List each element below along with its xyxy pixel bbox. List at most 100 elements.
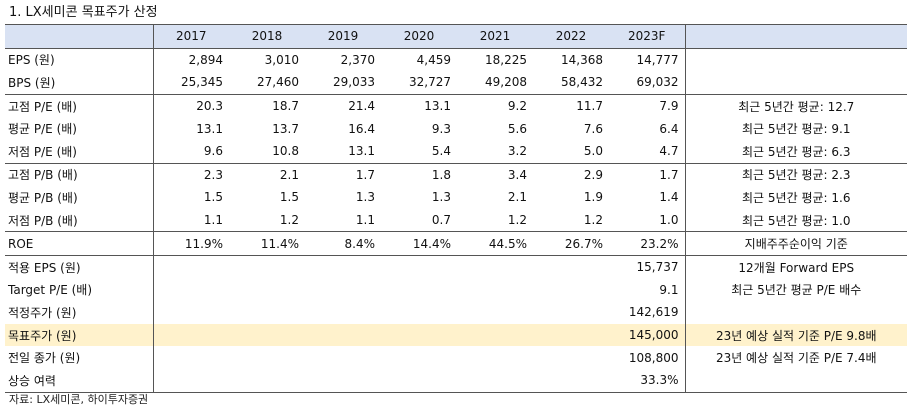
value-cell: 20.3 [152, 93, 229, 118]
table-row: 적정주가 (원) 142,619 [5, 301, 907, 324]
note-cell [684, 301, 907, 324]
value-cell [305, 254, 381, 279]
table-row: 고점 P/B (배) 2.3 2.1 1.7 1.8 3.4 2.9 1.7 최근 5년간 평균… [5, 162, 907, 187]
table-row: 적용 EPS (원) 15,737 12개월 Forward EPS [5, 254, 907, 279]
value-cell: 1.8 [381, 162, 457, 187]
note-cell [684, 71, 907, 95]
value-cell: 1.2 [279, 213, 299, 228]
table-row: 저점 P/E (배) 9.6 10.8 13.1 5.4 3.2 5.0 4.7 최근 5년간 … [5, 139, 907, 164]
value-cell: 108,800 [628, 350, 679, 365]
table-row: 전일 종가 (원) 108,800 23년 예상 실적 기준 P/E 7.4배 [5, 346, 907, 369]
value-cell: 0.7 [431, 213, 451, 228]
row-label: Target P/E (배) [8, 283, 93, 298]
row-label: 평균 P/B (배) [8, 190, 78, 205]
value-cell [152, 278, 229, 302]
value-cell [533, 254, 609, 279]
value-cell: 4,459 [416, 52, 451, 67]
value-cell: 6.4 [659, 121, 679, 136]
value-cell: 9.1 [659, 282, 679, 297]
value-cell: 27,460 [257, 75, 299, 90]
value-cell [305, 279, 381, 302]
note-cell: 최근 5년간 평균: 2.3 [684, 162, 907, 187]
value-cell [381, 323, 457, 347]
value-cell: 14,777 [636, 52, 679, 67]
value-cell [457, 254, 533, 279]
table-row: BPS (원) 25,345 27,460 29,033 32,727 49,208 58,… [5, 71, 907, 95]
value-cell: 1.2 [583, 213, 603, 228]
value-cell: 4.7 [659, 144, 679, 159]
value-cell: 1.2 [507, 213, 527, 228]
year-header: 2020 [381, 24, 457, 49]
source-note: 자료: LX세미콘, 하이투자증권 [9, 393, 149, 406]
value-cell [152, 323, 229, 347]
valuation-table: 2017 2018 2019 2020 2021 2022 2023F EPS … [5, 24, 907, 393]
row-label: 목표주가 (원) [5, 323, 153, 347]
value-cell: 2.3 [152, 162, 229, 187]
value-cell [229, 368, 305, 393]
table-row: 고점 P/E (배) 20.3 18.7 21.4 13.1 9.2 11.7 7.9 최근 5… [5, 93, 907, 118]
value-cell: 33.3% [609, 368, 685, 393]
value-cell: 18,225 [485, 52, 527, 67]
value-cell: 11.9% [152, 231, 229, 256]
note-cell [684, 368, 907, 393]
value-cell: 26.7% [533, 231, 609, 256]
value-cell: 1.7 [609, 162, 685, 187]
value-cell: 49,208 [485, 75, 527, 90]
value-cell: 44.5% [457, 231, 533, 256]
value-cell [229, 301, 305, 324]
table-row: EPS (원) 2,894 3,010 2,370 4,459 18,225 14,368 1… [5, 48, 907, 72]
row-label: BPS (원) [8, 75, 56, 90]
value-cell: 1.5 [279, 190, 299, 205]
note-cell: 최근 5년간 평균: 1.0 [684, 208, 907, 232]
value-cell: 29,033 [333, 75, 375, 90]
note-cell: 최근 5년간 평균: 6.3 [684, 139, 907, 164]
value-cell: 1.4 [659, 190, 679, 205]
value-cell: 18.7 [229, 93, 305, 118]
note-cell: 최근 5년간 평균: 12.7 [684, 93, 907, 118]
value-cell [533, 323, 609, 347]
page-title: 1. LX세미콘 목표주가 산정 [9, 5, 158, 20]
row-label: 저점 P/E (배) [8, 144, 77, 159]
year-header: 2023F [609, 24, 685, 49]
value-cell: 13.7 [272, 121, 299, 136]
value-cell [229, 323, 305, 347]
value-cell [381, 279, 457, 302]
value-cell [457, 323, 533, 347]
value-cell: 3.2 [507, 144, 527, 159]
value-cell: 9.6 [152, 139, 229, 164]
value-cell [152, 368, 229, 393]
row-label: 평균 P/E (배) [8, 122, 77, 137]
row-label: EPS (원) [8, 53, 55, 68]
value-cell: 23.2% [609, 231, 685, 256]
value-cell [229, 346, 305, 369]
value-cell [533, 301, 609, 324]
row-label: 고점 P/B (배) [5, 162, 153, 187]
value-cell: 2.1 [507, 190, 527, 205]
value-cell [152, 254, 229, 279]
value-cell: 13.1 [381, 93, 457, 118]
value-cell [305, 323, 381, 347]
value-cell: 69,032 [636, 75, 679, 90]
note-cell: 12개월 Forward EPS [684, 254, 907, 279]
value-cell: 1.3 [431, 190, 451, 205]
header-row: 2017 2018 2019 2020 2021 2022 2023F [5, 24, 907, 49]
value-cell [457, 368, 533, 393]
value-cell: 1.1 [355, 213, 375, 228]
table-row: Target P/E (배) 9.1 최근 5년간 평균 P/E 배수 [5, 278, 907, 302]
year-header: 2022 [533, 24, 609, 49]
value-cell: 8.4% [305, 231, 381, 256]
note-cell: 23년 예상 실적 기준 P/E 7.4배 [684, 346, 907, 369]
row-label: 상승 여력 [5, 368, 153, 393]
value-cell [533, 279, 609, 302]
value-cell: 2,370 [340, 52, 375, 67]
value-cell: 5.4 [431, 144, 451, 159]
value-cell: 5.6 [507, 121, 527, 136]
value-cell: 142,619 [628, 305, 679, 320]
note-cell: 지배주주순이익 기준 [684, 231, 907, 256]
value-cell: 16.4 [348, 121, 375, 136]
value-cell: 10.8 [272, 144, 299, 159]
table-row: 목표주가 (원) 145,000 23년 예상 실적 기준 P/E 9.8배 [5, 323, 907, 347]
row-label: 전일 종가 (원) [8, 351, 81, 366]
value-cell [381, 368, 457, 393]
row-label: 적용 EPS (원) [5, 254, 153, 279]
